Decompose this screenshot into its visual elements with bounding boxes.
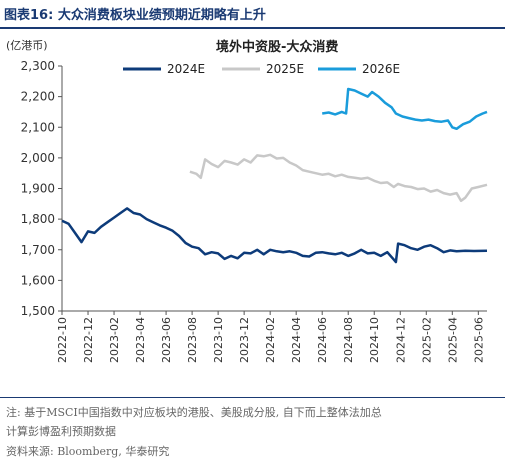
y-tick-label: 1,900	[21, 182, 55, 196]
x-tick-label: 2025-06	[472, 317, 485, 363]
legend-label-2024E: 2024E	[167, 62, 205, 76]
footer-rule	[0, 397, 505, 398]
figure-title: 图表16: 大众消费板块业绩预期近期略有上升	[4, 4, 266, 23]
y-tick-label: 2,000	[21, 151, 55, 165]
y-tick-label: 1,600	[21, 273, 55, 287]
x-tick-label: 2024-08	[342, 317, 355, 363]
x-tick-label: 2024-04	[290, 317, 303, 363]
axes: 2,300 2,200 2,100 2,000 1,900 1,800 1,700 1,600…	[21, 59, 487, 363]
series-line-2024E	[61, 207, 488, 264]
legend: 2024E 2025E 2026E	[123, 62, 400, 76]
x-tick-label: 2023-10	[212, 317, 225, 363]
title-rule	[0, 27, 505, 29]
legend-label-2026E: 2026E	[362, 62, 400, 76]
series-line-2026E	[322, 87, 488, 131]
x-tick-label: 2025-02	[420, 317, 433, 363]
x-tick-label: 2024-06	[316, 317, 329, 363]
x-tick-label: 2023-12	[238, 317, 251, 363]
note-line-1: 注: 基于MSCI中国指数中对应板块的港股、美股成分股, 自下而上整体法加总	[6, 406, 382, 419]
x-tick-label: 2022-12	[82, 317, 95, 363]
x-tick-label: 2023-08	[186, 317, 199, 363]
x-tick-label: 2023-04	[134, 317, 147, 363]
note-line-2: 计算彭博盈利预期数据	[6, 425, 116, 438]
x-tick-label: 2023-02	[108, 317, 121, 363]
figure-title-text: 大众消费板块业绩预期近期略有上升	[57, 8, 266, 23]
chart-title: 境外中资股-大众消费	[216, 40, 339, 55]
legend-label-2025E: 2025E	[266, 62, 304, 76]
y-tick-label: 2,300	[21, 59, 55, 73]
x-tick-label: 2024-10	[368, 317, 381, 363]
x-tick-label: 2022-10	[56, 317, 69, 363]
y-tick-label: 2,100	[21, 120, 55, 134]
line-chart: 2,300 2,200 2,100 2,000 1,900 1,800 1,700 1,600…	[21, 59, 488, 363]
figure-number: 图表16:	[4, 8, 54, 23]
x-tick-label: 2024-02	[264, 317, 277, 363]
y-tick-label: 1,700	[21, 243, 55, 257]
y-unit-label: (亿港币)	[6, 39, 48, 52]
source-line: 资料来源: Bloomberg, 华泰研究	[6, 445, 170, 458]
x-tick-label: 2024-12	[394, 317, 407, 363]
y-tick-label: 1,800	[21, 212, 55, 226]
series-lines	[61, 87, 488, 264]
series-line-2025E	[189, 153, 488, 203]
x-tick-label: 2025-04	[446, 317, 459, 363]
y-tick-label: 2,200	[21, 90, 55, 104]
x-tick-label: 2023-06	[160, 317, 173, 363]
y-tick-label: 1,500	[21, 304, 55, 318]
